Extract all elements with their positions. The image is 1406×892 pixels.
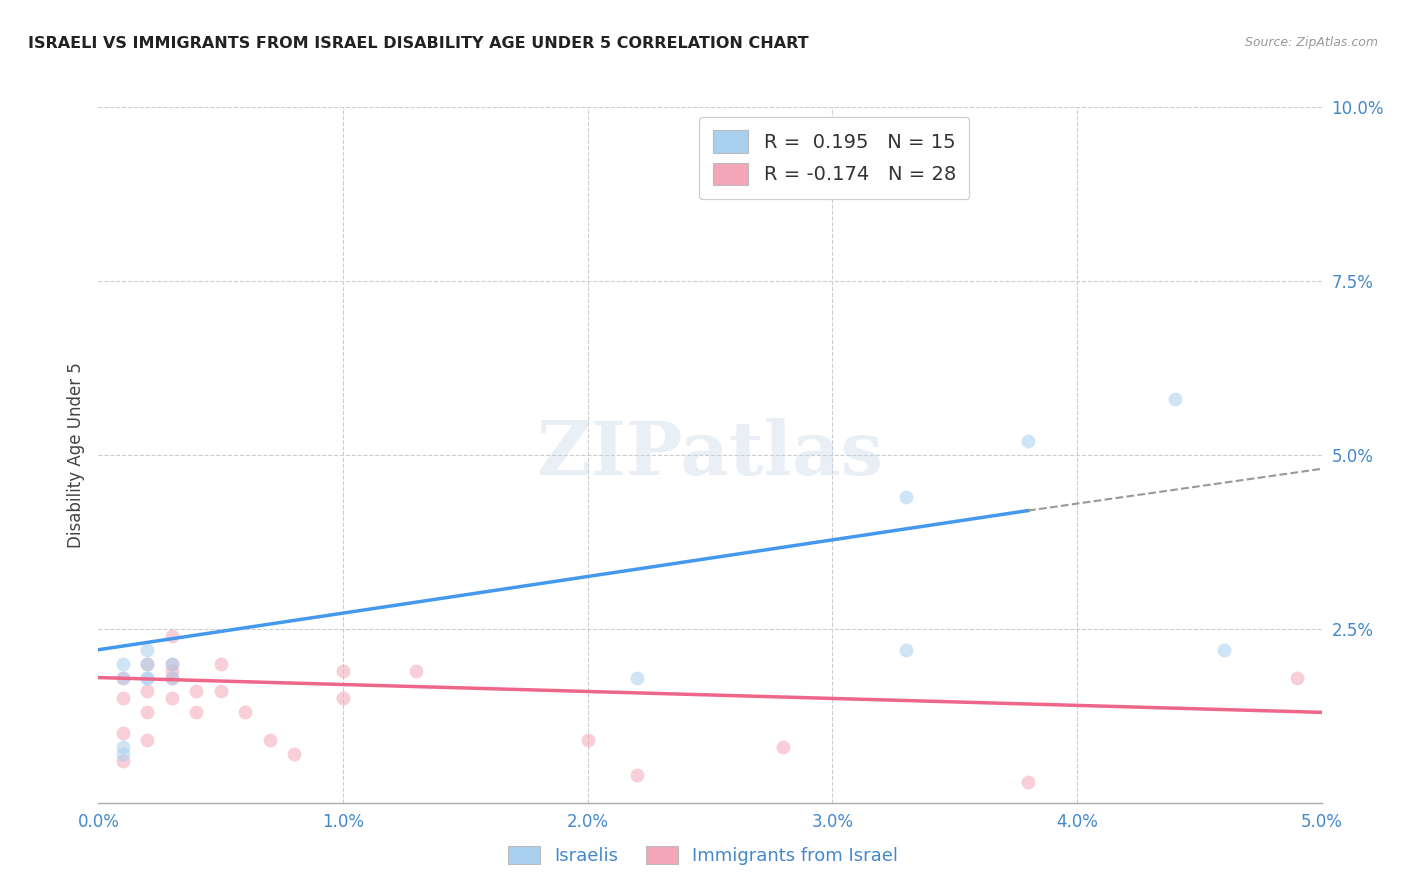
Point <box>136 657 159 671</box>
Point <box>1212 642 1234 657</box>
Point <box>136 733 159 747</box>
Point <box>405 664 427 678</box>
Point <box>160 691 183 706</box>
Point <box>160 671 183 685</box>
Point <box>332 691 354 706</box>
Text: Source: ZipAtlas.com: Source: ZipAtlas.com <box>1244 36 1378 49</box>
Point <box>772 135 794 149</box>
Point <box>160 657 183 671</box>
Point <box>111 754 134 768</box>
Point <box>772 740 794 755</box>
Point <box>894 642 917 657</box>
Point <box>136 642 159 657</box>
Point <box>626 768 648 782</box>
Point <box>332 664 354 678</box>
Point <box>894 490 917 504</box>
Point <box>626 671 648 685</box>
Point <box>283 747 305 761</box>
Point <box>111 747 134 761</box>
Point <box>136 684 159 698</box>
Point <box>160 629 183 643</box>
Point <box>111 657 134 671</box>
Legend: Israelis, Immigrants from Israel: Israelis, Immigrants from Israel <box>499 837 907 874</box>
Point <box>160 657 183 671</box>
Point <box>160 671 183 685</box>
Point <box>209 657 232 671</box>
Point <box>111 726 134 740</box>
Point <box>136 706 159 720</box>
Point <box>111 740 134 755</box>
Point <box>1017 434 1039 448</box>
Point <box>576 733 599 747</box>
Point <box>136 657 159 671</box>
Y-axis label: Disability Age Under 5: Disability Age Under 5 <box>66 362 84 548</box>
Point <box>233 706 256 720</box>
Point <box>186 706 208 720</box>
Point <box>160 664 183 678</box>
Point <box>111 691 134 706</box>
Point <box>1017 775 1039 789</box>
Point <box>136 671 159 685</box>
Legend: R =  0.195   N = 15, R = -0.174   N = 28: R = 0.195 N = 15, R = -0.174 N = 28 <box>699 117 969 199</box>
Text: ZIPatlas: ZIPatlas <box>537 418 883 491</box>
Point <box>111 671 134 685</box>
Point <box>1164 392 1187 407</box>
Point <box>209 684 232 698</box>
Point <box>186 684 208 698</box>
Text: ISRAELI VS IMMIGRANTS FROM ISRAEL DISABILITY AGE UNDER 5 CORRELATION CHART: ISRAELI VS IMMIGRANTS FROM ISRAEL DISABI… <box>28 36 808 51</box>
Point <box>136 671 159 685</box>
Point <box>1286 671 1309 685</box>
Point <box>259 733 281 747</box>
Point <box>111 671 134 685</box>
